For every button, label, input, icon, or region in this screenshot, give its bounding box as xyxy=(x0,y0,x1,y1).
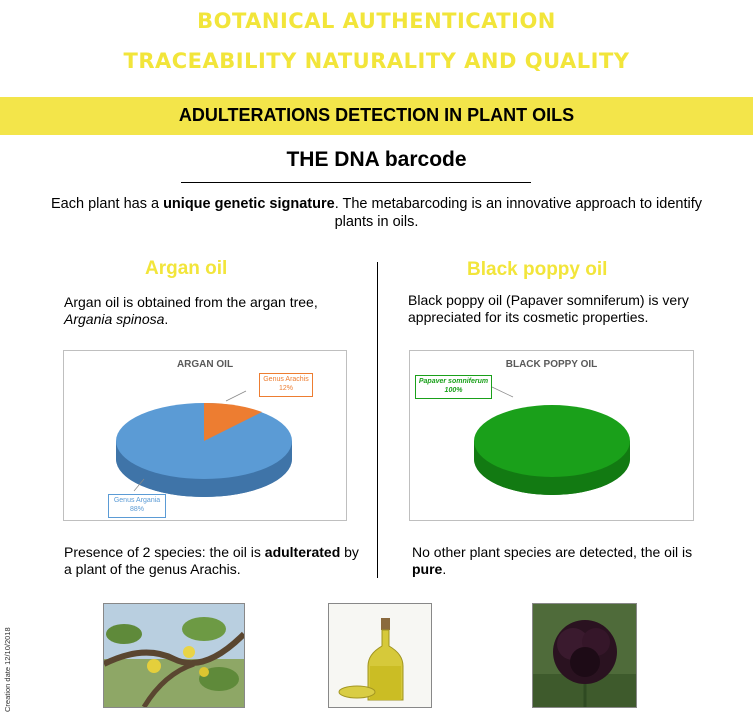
intro-text-a: Each plant has a xyxy=(51,196,164,212)
poppy-heading: Black poppy oil xyxy=(467,259,608,280)
argan-result-a: Presence of 2 species: the oil is xyxy=(64,544,265,560)
argan-pie-svg xyxy=(116,390,292,497)
intro-paragraph: Each plant has a unique genetic signatur… xyxy=(40,195,713,231)
arachis-label: Genus Arachis xyxy=(263,376,309,383)
main-title-line2: TRACEABILITY NATURALITY AND QUALITY xyxy=(123,49,630,73)
argan-desc-b: . xyxy=(164,311,169,327)
banner-band xyxy=(0,97,753,135)
poppy-slice-papaver xyxy=(474,405,630,477)
banner-title: ADULTERATIONS DETECTION IN PLANT OILS xyxy=(178,105,575,125)
poppy-result-b: . xyxy=(442,561,447,577)
main-title-line1: BOTANICAL AUTHENTICATION xyxy=(197,9,556,33)
argan-chart: ARGAN OIL Genus Arachis 12% Genus Argani… xyxy=(63,350,347,521)
papaver-label: Papaver somniferum xyxy=(418,378,489,385)
poppy-result-bold: pure xyxy=(412,561,443,577)
argan-tree-illustration xyxy=(104,604,244,707)
papaver-percent: 100% xyxy=(444,387,463,394)
oil-bottle-photo xyxy=(328,603,432,708)
arachis-leader-line xyxy=(225,390,247,402)
arachis-callout: Genus Arachis 12% xyxy=(259,373,313,397)
argania-percent: 88% xyxy=(129,506,144,513)
column-divider xyxy=(377,262,378,578)
section-title-underline xyxy=(181,182,531,183)
papaver-leader-line xyxy=(491,386,514,398)
argan-desc-italic: Argania spinosa xyxy=(64,311,165,327)
argan-slice-arachis xyxy=(204,402,262,441)
argania-label: Genus Argania xyxy=(113,497,161,504)
argan-result-bold: adulterated xyxy=(264,544,341,560)
poppy-description: Black poppy oil (Papaver somniferum) is … xyxy=(408,292,689,325)
argania-leader-line xyxy=(133,478,145,492)
argan-description: Argan oil is obtained from the argan tre… xyxy=(64,294,364,328)
argania-callout: Genus Argania 88% xyxy=(108,494,166,518)
intro-text-bold: unique genetic signature xyxy=(163,196,335,212)
oil-bottle-illustration xyxy=(329,604,431,707)
argan-tree-photo xyxy=(103,603,245,708)
intro-text-b: . The metabarcoding is an innovative app… xyxy=(334,196,702,230)
section-title: THE DNA barcode xyxy=(286,148,467,171)
poppy-flower-illustration xyxy=(533,604,636,707)
poppy-pie-svg xyxy=(474,386,630,495)
argan-heading: Argan oil xyxy=(145,258,228,279)
poppy-chart-title: BLACK POPPY OIL xyxy=(505,359,598,370)
poppy-result: No other plant species are detected, the… xyxy=(412,544,712,578)
poppy-result-a: No other plant species are detected, the… xyxy=(412,544,693,560)
argan-chart-title: ARGAN OIL xyxy=(176,359,234,370)
argan-result-b: by a plant of the genus Arachis. xyxy=(64,544,359,577)
black-poppy-photo xyxy=(532,603,637,708)
arachis-percent: 12% xyxy=(278,385,293,392)
papaver-callout: Papaver somniferum 100% xyxy=(415,375,492,399)
poppy-chart: BLACK POPPY OIL Papaver somniferum 100% xyxy=(409,350,694,521)
argan-desc-a: Argan oil is obtained from the argan tre… xyxy=(64,294,318,310)
argan-result: Presence of 2 species: the oil is adulte… xyxy=(64,544,364,578)
creation-date-note: Creation date 12/10/2018 xyxy=(3,627,12,712)
